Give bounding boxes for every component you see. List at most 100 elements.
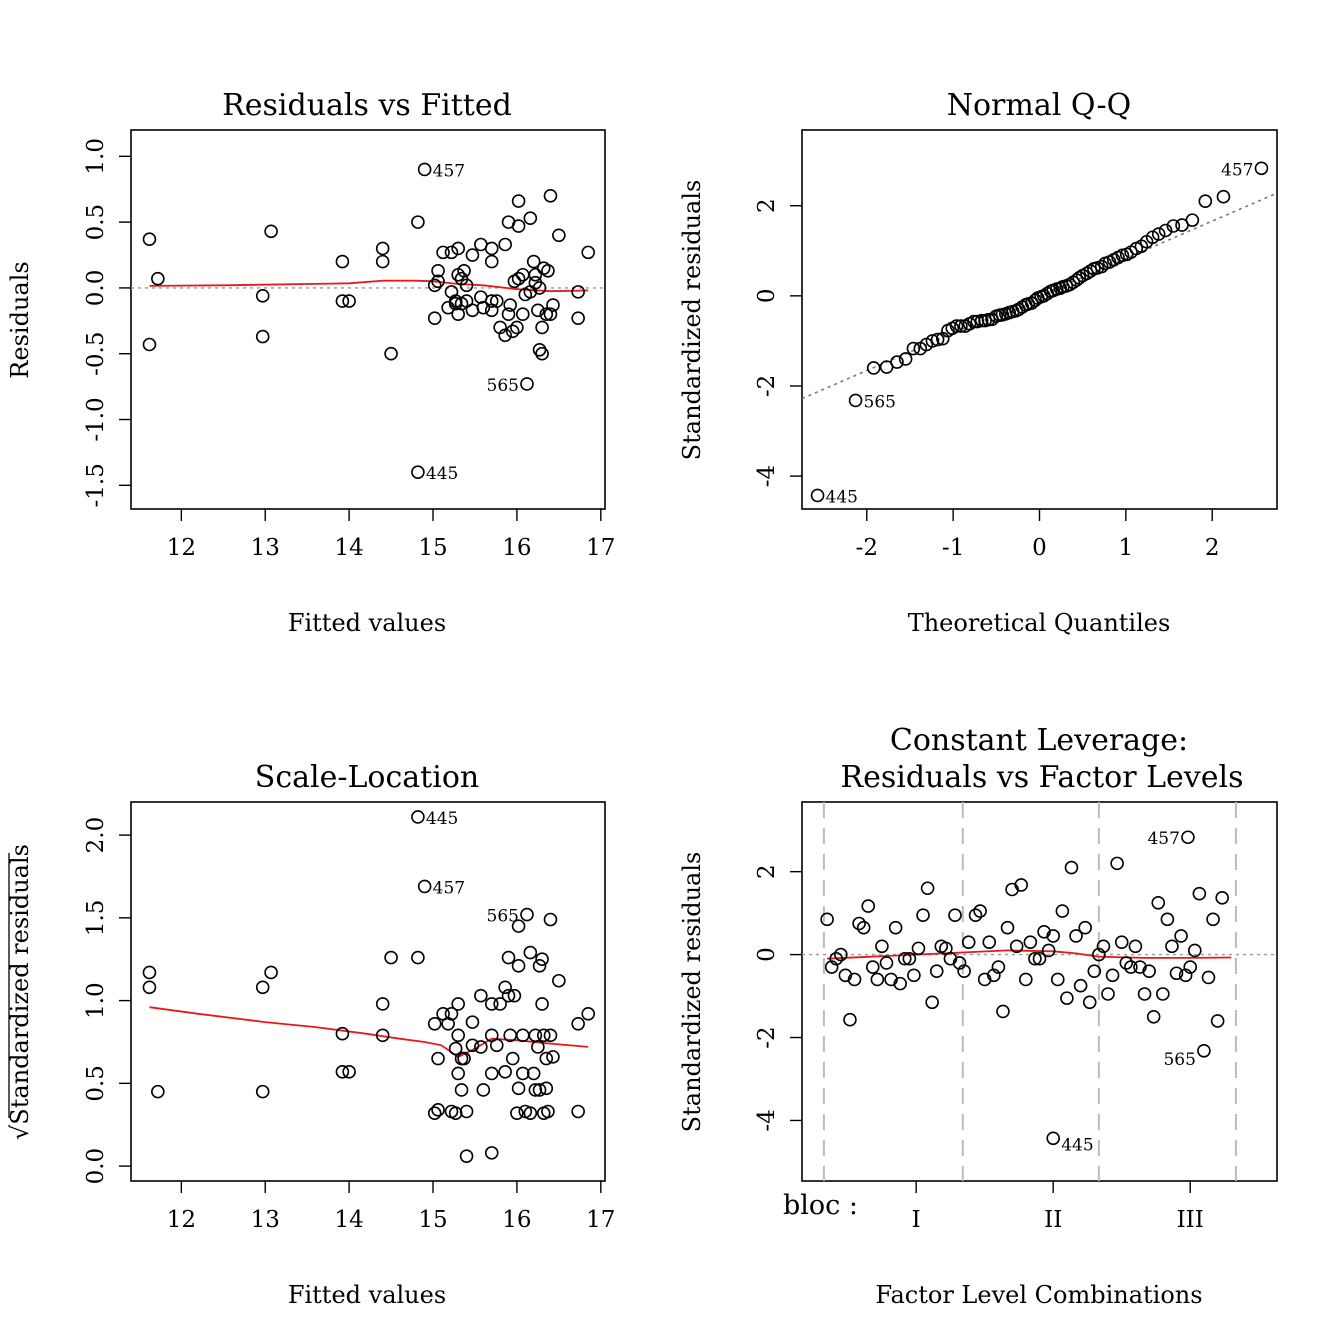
- data-point: [511, 271, 526, 286]
- data-point: [1046, 1131, 1061, 1146]
- y-tick-label: 2: [754, 198, 780, 213]
- point-label: 565: [864, 392, 896, 412]
- y-tick-label: 1.0: [83, 138, 109, 175]
- data-point: [484, 254, 499, 269]
- data-point: [1082, 995, 1097, 1010]
- data-point: [546, 298, 560, 312]
- data-point: [1073, 978, 1088, 993]
- data-point: [515, 1066, 530, 1081]
- data-point: [375, 254, 390, 269]
- x-tick-label: -1: [942, 535, 964, 561]
- point-label: 457: [1147, 829, 1179, 849]
- data-point: [961, 935, 976, 949]
- data-point: [375, 997, 390, 1011]
- data-point: [523, 211, 538, 225]
- data-point: [1192, 886, 1207, 901]
- data-point: [465, 248, 480, 262]
- data-point: [484, 241, 499, 256]
- data-point: [520, 907, 534, 922]
- data-point: [505, 1051, 520, 1066]
- data-point: [1078, 920, 1092, 935]
- panel-normal-qq: Normal Q-Q Theoretical Quantiles Standar…: [678, 88, 1278, 637]
- point-label: 565: [487, 376, 519, 396]
- data-point: [1028, 951, 1042, 966]
- point-label: 565: [1163, 1050, 1195, 1070]
- data-point: [511, 1081, 526, 1096]
- x-tick-label: 13: [251, 535, 280, 561]
- data-point: [417, 162, 432, 177]
- x-tick-label: 12: [167, 1207, 196, 1233]
- data-point: [501, 307, 516, 322]
- panel-title: Scale-Location: [255, 760, 479, 795]
- data-point: [1041, 943, 1056, 958]
- data-point: [255, 1084, 270, 1099]
- data-point: [541, 264, 555, 278]
- data-point: [459, 278, 474, 293]
- data-point: [929, 964, 944, 978]
- x-tick-label: I: [912, 1207, 921, 1233]
- data-point: [552, 973, 566, 988]
- data-point: [484, 1146, 499, 1160]
- data-point: [1087, 964, 1102, 978]
- data-point: [384, 950, 398, 965]
- data-point: [411, 465, 425, 479]
- data-point: [459, 1104, 474, 1119]
- data-point: [484, 303, 499, 318]
- y-tick-label: -2: [754, 375, 780, 397]
- data-point: [906, 341, 921, 356]
- data-point: [520, 377, 534, 391]
- x-axis-label: Fitted values: [288, 1281, 446, 1309]
- data-point: [810, 488, 825, 503]
- data-point: [1197, 1043, 1211, 1058]
- data-point: [829, 951, 844, 966]
- point-label: 457: [1221, 160, 1253, 180]
- panel-title: Normal Q-Q: [947, 88, 1132, 123]
- data-point: [920, 881, 935, 896]
- data-point: [543, 912, 558, 927]
- data-point: [498, 328, 512, 343]
- data-point: [427, 1016, 442, 1031]
- data-point: [526, 1066, 541, 1081]
- data-point: [342, 294, 356, 308]
- plot-frame: [801, 801, 1278, 1182]
- data-point: [897, 951, 912, 966]
- data-point: [384, 346, 398, 361]
- data-point: [457, 264, 471, 278]
- x-axis-label: Theoretical Quantiles: [908, 609, 1171, 637]
- x-tick-label: II: [1044, 1207, 1062, 1233]
- data-point: [1137, 987, 1152, 1001]
- data-point: [1146, 1009, 1161, 1024]
- data-point: [142, 232, 157, 247]
- data-point: [1185, 213, 1200, 227]
- data-point: [1198, 194, 1213, 209]
- y-tick-label: 2: [754, 864, 780, 879]
- data-point: [501, 950, 516, 965]
- data-point: [1009, 939, 1024, 954]
- data-point: [535, 997, 549, 1011]
- y-axis-label: √Standardized residuals: [6, 844, 34, 1140]
- data-point: [890, 355, 904, 369]
- x-tick-label: 16: [502, 1207, 531, 1233]
- data-point: [151, 271, 165, 286]
- y-tick-label: 2.0: [83, 817, 109, 854]
- data-point: [552, 228, 566, 243]
- data-point: [977, 972, 992, 987]
- data-point: [465, 303, 480, 318]
- data-point: [571, 311, 585, 325]
- data-point: [476, 1083, 491, 1097]
- data-point: [1160, 912, 1175, 927]
- data-point: [526, 254, 541, 269]
- data-point: [448, 1041, 463, 1056]
- data-point: [852, 916, 866, 931]
- data-point: [1174, 929, 1188, 943]
- data-point: [451, 997, 465, 1011]
- data-point: [943, 951, 958, 966]
- data-point: [142, 337, 157, 352]
- data-point: [1110, 856, 1124, 871]
- data-point: [848, 393, 863, 408]
- data-point: [991, 960, 1006, 974]
- data-point: [571, 1104, 585, 1119]
- y-tick-label: 0.5: [83, 204, 109, 241]
- data-point: [1094, 259, 1109, 274]
- data-point: [417, 879, 432, 894]
